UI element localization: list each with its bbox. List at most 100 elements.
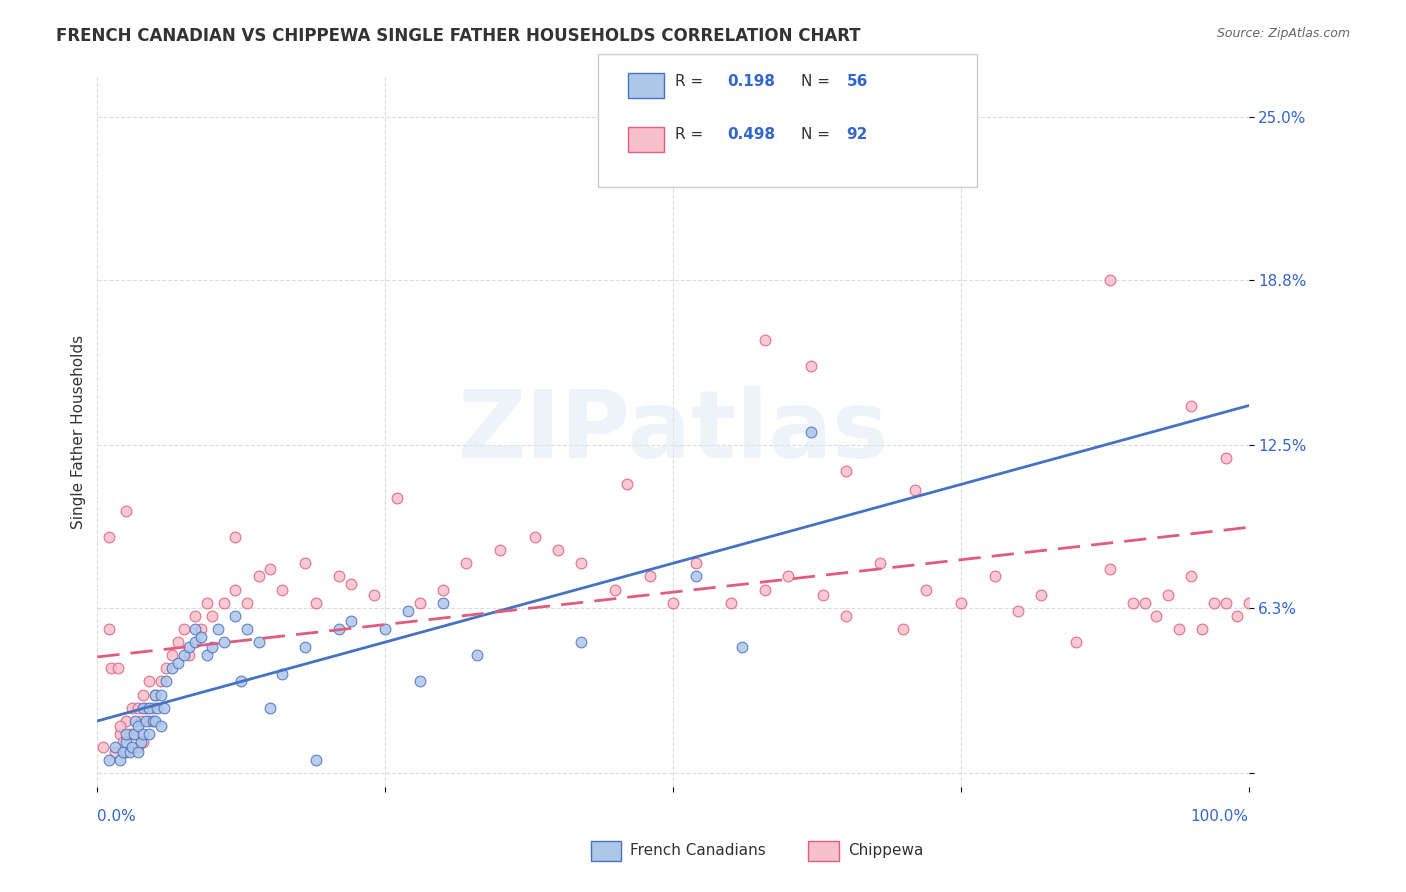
Point (638, 569, 661, 583)
Point (1157, 588, 1180, 602)
Point (201, 608, 224, 623)
Point (184, 622, 207, 636)
Point (153, 700, 176, 714)
Point (224, 582, 246, 597)
Point (1237, 596, 1260, 610)
Point (122, 727, 145, 741)
Point (121, 740, 143, 755)
Point (1191, 622, 1213, 636)
Point (155, 661, 177, 675)
Point (110, 727, 132, 741)
Point (1226, 608, 1249, 623)
Point (328, 569, 350, 583)
Point (110, 719, 132, 733)
Point (339, 614, 361, 628)
Point (143, 688, 166, 702)
Point (408, 596, 430, 610)
Point (754, 582, 776, 597)
Point (127, 700, 149, 714)
Point (143, 714, 166, 728)
Point (374, 622, 396, 636)
Point (118, 745, 141, 759)
Point (685, 569, 707, 583)
Point (811, 588, 834, 602)
Point (118, 727, 141, 741)
Point (834, 608, 856, 623)
Point (190, 622, 212, 636)
Text: 0.198: 0.198 (727, 74, 775, 88)
Point (115, 504, 138, 518)
Point (432, 582, 454, 597)
Point (270, 666, 292, 681)
Point (115, 735, 138, 749)
Point (569, 556, 592, 570)
Point (454, 556, 477, 570)
Point (138, 700, 160, 714)
Text: Chippewa: Chippewa (848, 844, 924, 858)
Point (111, 745, 134, 759)
Point (121, 700, 143, 714)
Point (731, 640, 754, 655)
Y-axis label: Single Father Households: Single Father Households (72, 334, 86, 529)
Point (754, 333, 776, 347)
Point (616, 477, 638, 491)
Point (339, 577, 361, 591)
Point (110, 753, 132, 767)
Point (1133, 596, 1156, 610)
Point (138, 674, 160, 689)
Point (720, 596, 742, 610)
Point (127, 745, 149, 759)
Point (328, 622, 350, 636)
Point (97, 753, 120, 767)
Point (236, 596, 259, 610)
Point (247, 569, 270, 583)
Point (1031, 588, 1053, 602)
Point (124, 714, 146, 728)
Point (294, 556, 316, 570)
Point (104, 745, 127, 759)
Point (129, 714, 152, 728)
Point (363, 588, 385, 602)
Point (91, 740, 114, 755)
Point (149, 688, 172, 702)
Point (115, 745, 138, 759)
Point (195, 596, 218, 610)
Point (160, 661, 183, 675)
Point (155, 674, 177, 689)
Point (1064, 635, 1087, 649)
Point (489, 543, 512, 558)
Point (259, 561, 281, 575)
Point (432, 596, 454, 610)
Point (167, 635, 190, 649)
Point (132, 727, 155, 741)
Point (236, 622, 259, 636)
Point (135, 700, 157, 714)
Point (305, 596, 328, 610)
Point (465, 648, 488, 663)
Point (547, 543, 569, 558)
Point (1099, 273, 1122, 287)
Point (127, 740, 149, 755)
Point (1215, 596, 1237, 610)
Point (915, 582, 938, 597)
Point (149, 719, 172, 733)
Point (1215, 451, 1237, 466)
Point (523, 530, 546, 544)
Point (195, 648, 218, 663)
Point (904, 483, 927, 497)
Point (569, 635, 592, 649)
Point (132, 735, 155, 749)
Text: 92: 92 (846, 128, 868, 142)
Point (891, 622, 914, 636)
Point (132, 700, 155, 714)
Point (160, 648, 183, 663)
Point (201, 640, 224, 655)
Point (135, 714, 157, 728)
Point (800, 425, 823, 439)
Text: Source: ZipAtlas.com: Source: ZipAtlas.com (1216, 27, 1350, 40)
Point (107, 661, 129, 675)
Point (122, 727, 145, 741)
Point (97, 530, 120, 544)
Point (259, 700, 281, 714)
Text: N =: N = (801, 74, 835, 88)
